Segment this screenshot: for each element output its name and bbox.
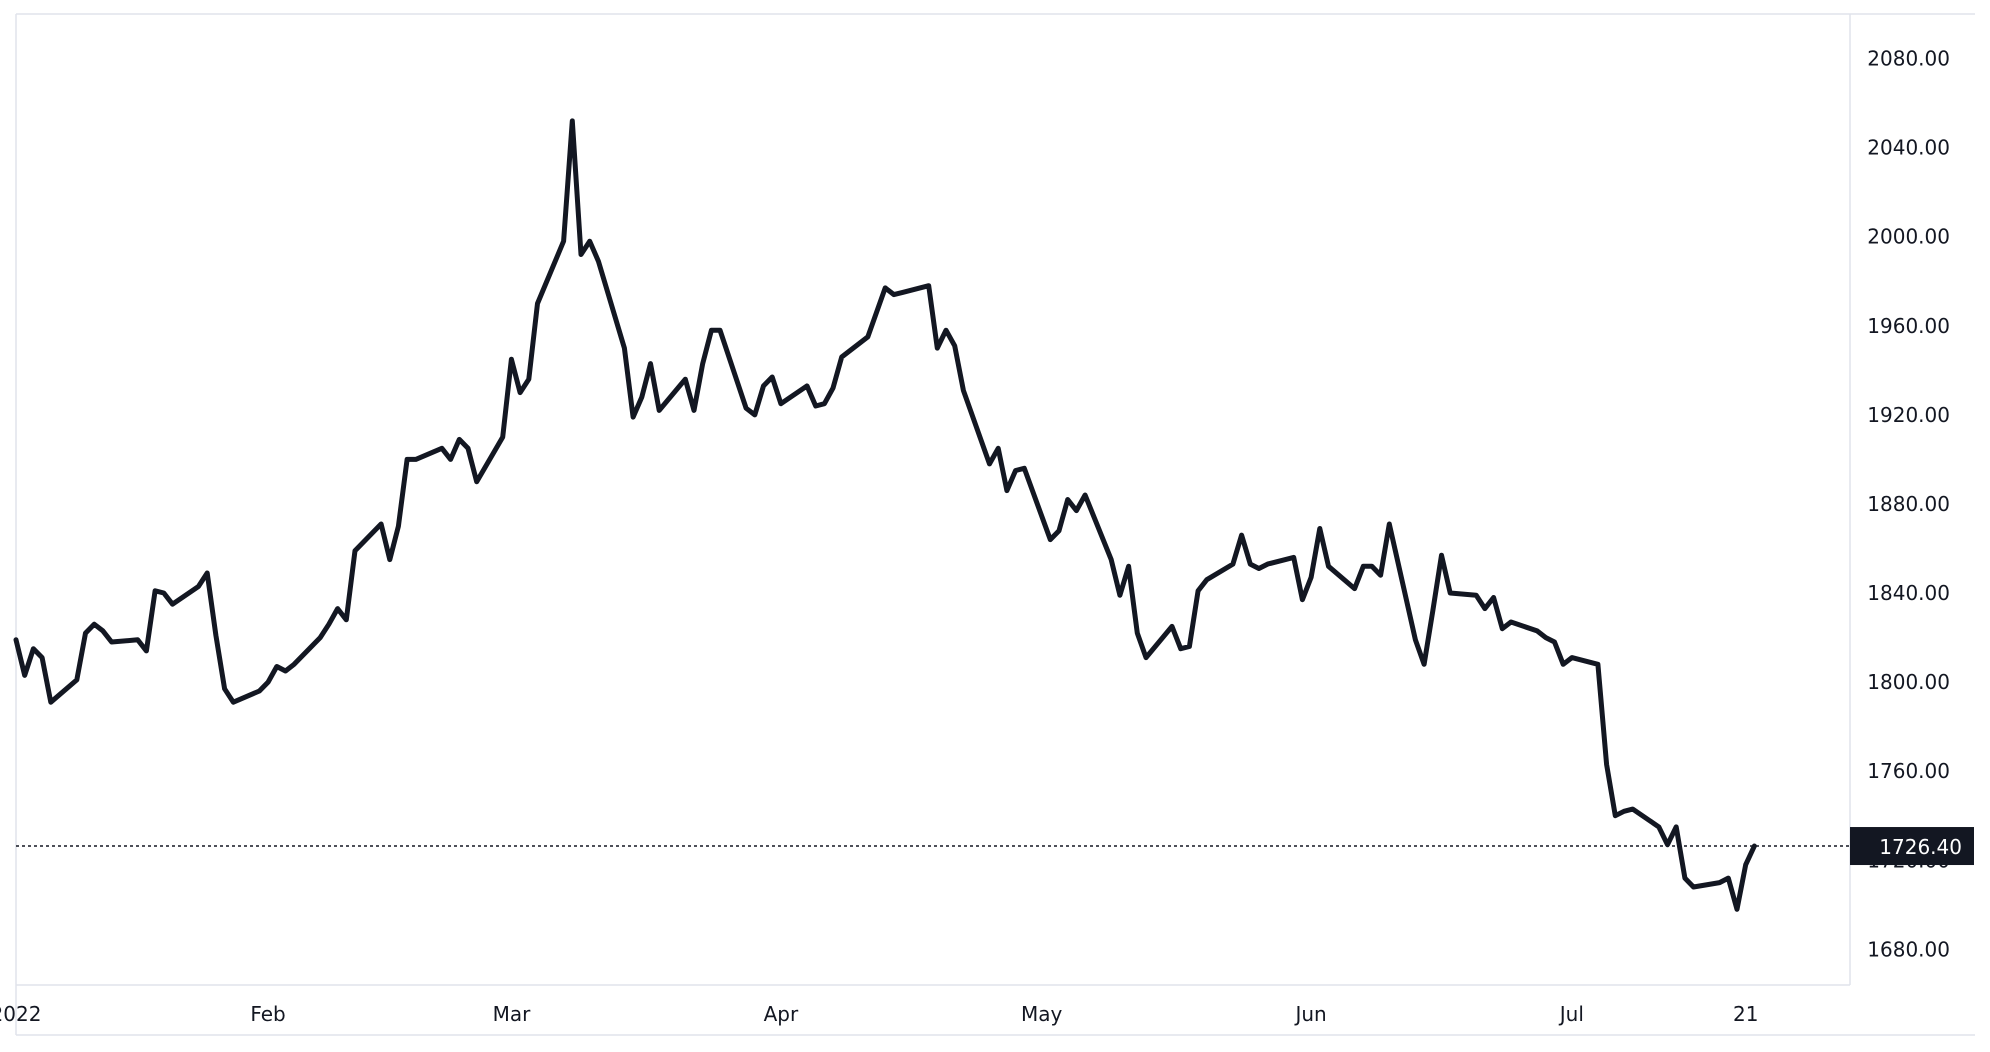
x-tick-label: 2022	[0, 1002, 41, 1026]
x-tick-label: Apr	[764, 1002, 799, 1026]
x-tick-label: May	[1021, 1002, 1063, 1026]
last-price-label: 1726.40	[1879, 835, 1962, 859]
y-tick-label: 2080.00	[1867, 47, 1950, 71]
x-tick-label: Feb	[250, 1002, 285, 1026]
y-tick-label: 1960.00	[1867, 314, 1950, 338]
last-price-badge	[1850, 827, 1974, 866]
x-tick-label: 21	[1733, 1002, 1758, 1026]
y-tick-label: 1760.00	[1867, 759, 1950, 783]
y-tick-label: 1920.00	[1867, 403, 1950, 427]
y-tick-label: 1880.00	[1867, 492, 1950, 516]
y-tick-label: 1680.00	[1867, 937, 1950, 961]
y-tick-label: 2040.00	[1867, 136, 1950, 160]
x-tick-label: Jul	[1558, 1002, 1584, 1026]
y-tick-label: 1840.00	[1867, 581, 1950, 605]
y-tick-label: 2000.00	[1867, 225, 1950, 249]
y-tick-label: 1800.00	[1867, 670, 1950, 694]
x-tick-label: Mar	[493, 1002, 532, 1026]
price-series-line[interactable]	[13, 118, 1757, 912]
x-tick-label: Jun	[1293, 1002, 1326, 1026]
